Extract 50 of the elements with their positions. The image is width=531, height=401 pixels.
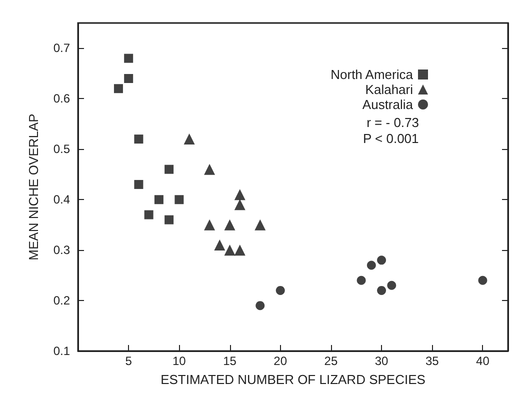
- point: [214, 240, 226, 251]
- point: [124, 54, 134, 63]
- point: [134, 134, 144, 144]
- y-tick-label: 0.3: [53, 243, 70, 258]
- legend-label: North America: [330, 67, 414, 82]
- y-tick-label: 0.2: [53, 294, 70, 308]
- point: [377, 286, 386, 295]
- legend-label: Kalahari: [365, 82, 414, 97]
- x-tick-label: 15: [223, 354, 237, 368]
- point: [144, 210, 154, 220]
- annotation: P < 0.001: [362, 131, 419, 146]
- y-tick-label: 0.7: [53, 41, 70, 56]
- x-tick-label: 5: [125, 354, 132, 368]
- point: [387, 280, 396, 290]
- point: [356, 276, 366, 285]
- point: [134, 180, 144, 189]
- point: [164, 164, 174, 174]
- point: [154, 195, 164, 204]
- annotation: r = - 0.73: [366, 115, 420, 130]
- x-tick-label: 30: [374, 354, 389, 368]
- point: [276, 286, 285, 295]
- y-tick-label: 0.6: [53, 92, 70, 106]
- point: [224, 219, 236, 230]
- point: [174, 195, 184, 204]
- point: [234, 189, 246, 200]
- point: [204, 219, 216, 230]
- point: [164, 215, 174, 224]
- legend-label: Australia: [362, 97, 414, 112]
- point: [204, 164, 216, 175]
- point: [224, 244, 236, 256]
- y-tick-label: 0.5: [53, 142, 70, 156]
- point: [234, 199, 246, 210]
- x-tick-label: 10: [172, 354, 186, 368]
- x-tick-label: 35: [425, 354, 440, 368]
- x-tick-label: 40: [476, 354, 490, 368]
- point: [184, 134, 195, 145]
- y-axis-title: MEAN NICHE OVERLAP: [26, 114, 41, 260]
- x-axis-title: ESTIMATED NUMBER OF LIZARD SPECIES: [160, 372, 426, 387]
- point: [234, 244, 246, 256]
- y-tick-label: 0.4: [53, 192, 70, 207]
- point: [366, 260, 376, 270]
- point: [478, 276, 488, 285]
- point: [256, 301, 265, 310]
- point: [114, 84, 123, 94]
- y-tick-label: 0.1: [53, 344, 70, 358]
- x-tick-label: 25: [324, 354, 338, 368]
- x-tick-label: 20: [274, 354, 288, 368]
- point: [377, 256, 386, 265]
- point: [124, 74, 134, 84]
- point: [254, 219, 266, 230]
